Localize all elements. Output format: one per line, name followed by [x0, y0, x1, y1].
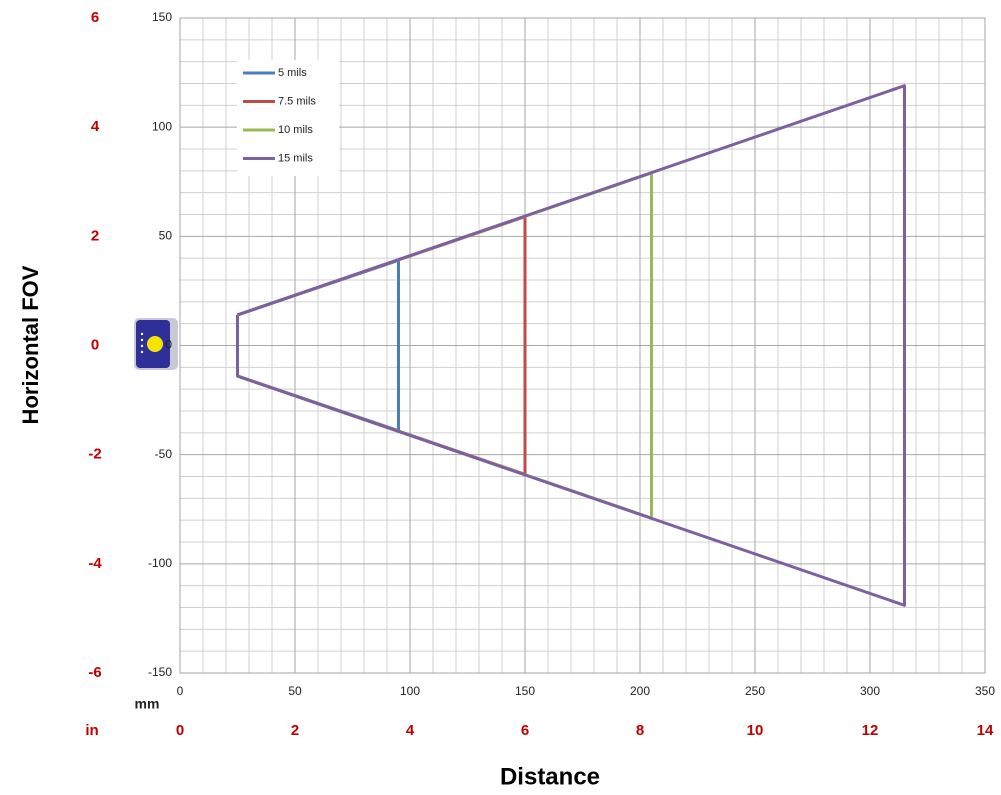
y2-tick-label: -4 — [88, 555, 102, 572]
y-tick-label: 100 — [152, 119, 172, 133]
y-tick-label: 150 — [152, 10, 172, 24]
y2-tick-label: -2 — [88, 446, 101, 463]
y2-tick-label: 0 — [91, 336, 99, 353]
x-tick-label: 0 — [177, 684, 184, 698]
x2-tick-label: 10 — [747, 722, 764, 739]
y-tick-label: 0 — [165, 338, 172, 352]
y-tick-label: 50 — [159, 229, 173, 243]
scanner-led — [140, 344, 144, 348]
scanner-led — [140, 350, 144, 354]
x2-tick-label: 2 — [291, 722, 299, 739]
legend-label: 15 mils — [278, 152, 313, 164]
x-tick-label: 350 — [975, 684, 995, 698]
y-axis-title: Horizontal FOV — [18, 265, 43, 424]
x-tick-label: 300 — [860, 684, 880, 698]
y-tick-label: -50 — [155, 447, 173, 461]
x2-tick-label: 14 — [977, 722, 994, 739]
scanner-icon — [134, 318, 178, 370]
y2-tick-label: -6 — [88, 664, 101, 681]
x-unit-label: mm — [135, 696, 160, 712]
y2-tick-label: 6 — [91, 9, 99, 26]
y2-tick-label: 2 — [91, 227, 99, 244]
legend-label: 10 mils — [278, 124, 313, 136]
x2-tick-label: 4 — [406, 722, 415, 739]
legend: 5 mils 7.5 mils 10 mils 15 mils — [237, 60, 339, 176]
legend-box — [237, 60, 339, 176]
x-tick-label: 50 — [288, 684, 302, 698]
x2-tick-label: 8 — [636, 722, 644, 739]
x-tick-label: 250 — [745, 684, 765, 698]
x-tick-label: 150 — [515, 684, 535, 698]
legend-label: 5 mils — [278, 67, 307, 79]
y-tick-label: -150 — [148, 665, 172, 679]
x-axis-title: Distance — [500, 763, 600, 790]
y-tick-label: -100 — [148, 556, 172, 570]
legend-label: 7.5 mils — [278, 95, 316, 107]
x-tick-label: 100 — [400, 684, 420, 698]
y2-tick-label: 4 — [91, 118, 100, 135]
series-line — [236, 84, 906, 607]
x2-tick-label: 12 — [862, 722, 879, 739]
scanner-window — [147, 336, 163, 352]
x-tick-label: 200 — [630, 684, 650, 698]
scanner-led — [140, 332, 144, 336]
scanner-led — [140, 338, 144, 342]
plot-border — [179, 17, 986, 674]
x2-tick-label: 6 — [521, 722, 529, 739]
x2-unit-label: in — [85, 722, 98, 739]
x2-tick-label: 0 — [176, 722, 184, 739]
